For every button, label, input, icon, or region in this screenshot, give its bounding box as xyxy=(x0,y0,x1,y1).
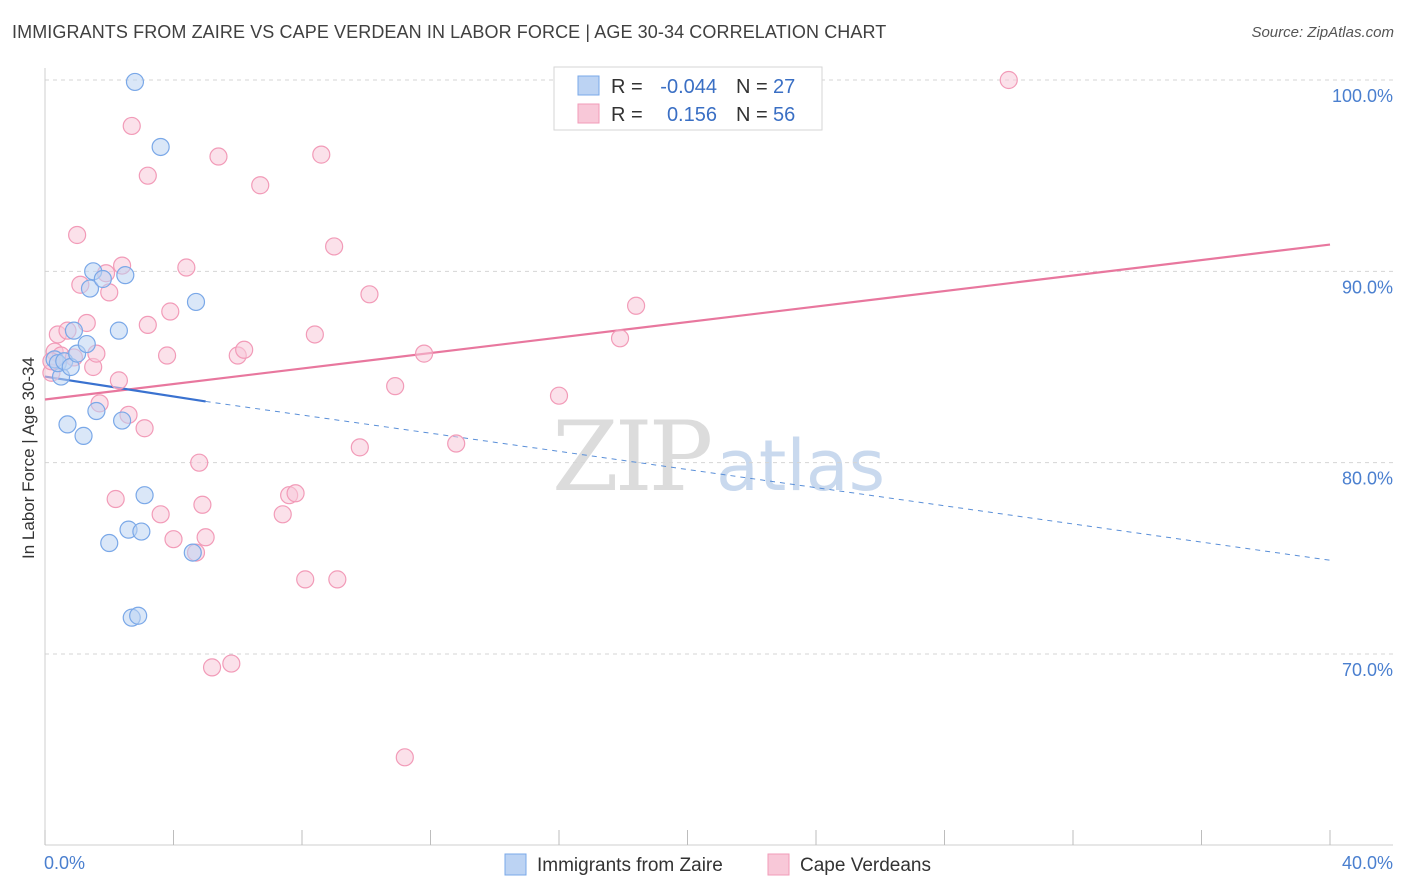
point-cape-verdean xyxy=(222,654,241,673)
y-tick-label: 90.0% xyxy=(1342,277,1393,297)
point-zaire xyxy=(129,606,148,625)
point-cape-verdean xyxy=(360,285,379,304)
axes xyxy=(44,68,1393,846)
point-cape-verdean xyxy=(109,371,128,390)
point-cape-verdean xyxy=(386,377,405,396)
point-cape-verdean xyxy=(286,484,305,503)
point-cape-verdean xyxy=(164,530,183,549)
point-cape-verdean xyxy=(161,302,180,321)
point-cape-verdean xyxy=(177,258,196,277)
point-cape-verdean xyxy=(196,528,215,547)
stats-n-label-1: N = xyxy=(736,76,768,98)
y-axis-title: In Labor Force | Age 30-34 xyxy=(19,357,38,559)
trend-line-cape-verdean xyxy=(44,243,1331,401)
point-zaire xyxy=(74,426,93,445)
chart-title: IMMIGRANTS FROM ZAIRE VS CAPE VERDEAN IN… xyxy=(12,22,887,42)
stats-n-value-2: 56 xyxy=(773,104,795,126)
point-cape-verdean xyxy=(350,438,369,457)
point-cape-verdean xyxy=(312,145,331,164)
x-tick-label-min: 0.0% xyxy=(44,853,85,873)
point-zaire xyxy=(64,321,84,340)
point-zaire xyxy=(77,334,96,354)
stats-swatch-cape-verdean xyxy=(577,103,600,124)
legend: Immigrants from Zaire Cape Verdeans xyxy=(504,853,931,876)
point-cape-verdean xyxy=(138,166,157,185)
point-cape-verdean xyxy=(202,658,222,677)
point-zaire xyxy=(183,543,202,562)
point-cape-verdean xyxy=(626,296,646,315)
point-zaire xyxy=(125,72,145,92)
point-cape-verdean xyxy=(106,489,125,509)
point-zaire xyxy=(93,269,112,289)
y-tick-label: 80.0% xyxy=(1342,469,1393,489)
stats-r-value-2: 0.156 xyxy=(667,104,717,126)
stats-n-label-2: N = xyxy=(736,104,768,126)
stats-box: R = -0.044 N = 27 R = 0.156 N = 56 xyxy=(553,66,823,131)
stats-swatch-zaire xyxy=(577,75,600,96)
point-cape-verdean xyxy=(447,434,466,453)
point-cape-verdean xyxy=(273,505,292,524)
point-zaire xyxy=(58,415,77,434)
point-zaire xyxy=(151,137,170,157)
point-cape-verdean xyxy=(190,453,209,472)
point-zaire xyxy=(112,411,132,430)
point-cape-verdean xyxy=(328,570,347,589)
point-cape-verdean xyxy=(122,116,141,136)
point-zaire xyxy=(135,486,154,505)
point-cape-verdean xyxy=(209,147,228,166)
legend-label-cape-verdean: Cape Verdeans xyxy=(800,855,931,876)
point-cape-verdean xyxy=(414,344,434,363)
point-zaire xyxy=(80,279,100,298)
x-tick-label-max: 40.0% xyxy=(1342,853,1393,873)
x-tick-labels: 0.0% 40.0% xyxy=(44,853,1393,873)
point-cape-verdean xyxy=(135,419,154,438)
source-label: Source: ZipAtlas.com xyxy=(1251,24,1394,41)
trend-line-zaire xyxy=(44,375,206,403)
point-cape-verdean xyxy=(193,495,212,514)
stats-r-label-2: R = xyxy=(611,104,643,126)
legend-swatch-cape-verdean xyxy=(767,853,790,876)
stats-n-value-1: 27 xyxy=(773,76,795,98)
gridlines xyxy=(45,79,1393,655)
data-points xyxy=(42,70,1018,767)
point-cape-verdean xyxy=(296,570,315,589)
y-tick-label: 70.0% xyxy=(1342,660,1393,680)
stats-r-label-1: R = xyxy=(611,76,643,98)
y-tick-label: 100.0% xyxy=(1332,86,1393,106)
point-cape-verdean xyxy=(138,315,157,335)
y-tick-labels: 70.0% 80.0% 90.0% 100.0% xyxy=(1332,86,1393,680)
point-cape-verdean xyxy=(68,225,87,245)
point-cape-verdean xyxy=(235,340,254,359)
point-cape-verdean xyxy=(549,386,569,405)
point-zaire xyxy=(186,292,206,312)
legend-swatch-zaire xyxy=(504,853,527,876)
point-cape-verdean xyxy=(325,237,344,256)
point-cape-verdean xyxy=(251,176,270,195)
point-cape-verdean xyxy=(610,329,630,348)
point-zaire xyxy=(132,522,151,541)
stats-r-value-1: -0.044 xyxy=(660,76,717,98)
point-cape-verdean xyxy=(151,505,170,524)
watermark-atlas: atlas xyxy=(716,425,885,507)
watermark: ZIP atlas xyxy=(552,401,885,513)
point-zaire xyxy=(100,533,119,553)
legend-label-zaire: Immigrants from Zaire xyxy=(537,855,723,876)
watermark-zip: ZIP xyxy=(552,401,711,513)
point-cape-verdean xyxy=(999,70,1018,90)
point-zaire xyxy=(87,401,106,421)
point-zaire xyxy=(109,321,128,340)
point-cape-verdean xyxy=(395,748,414,767)
point-cape-verdean xyxy=(305,325,324,344)
point-zaire xyxy=(116,266,135,285)
point-cape-verdean xyxy=(157,346,177,365)
trend-lines xyxy=(44,243,1331,561)
